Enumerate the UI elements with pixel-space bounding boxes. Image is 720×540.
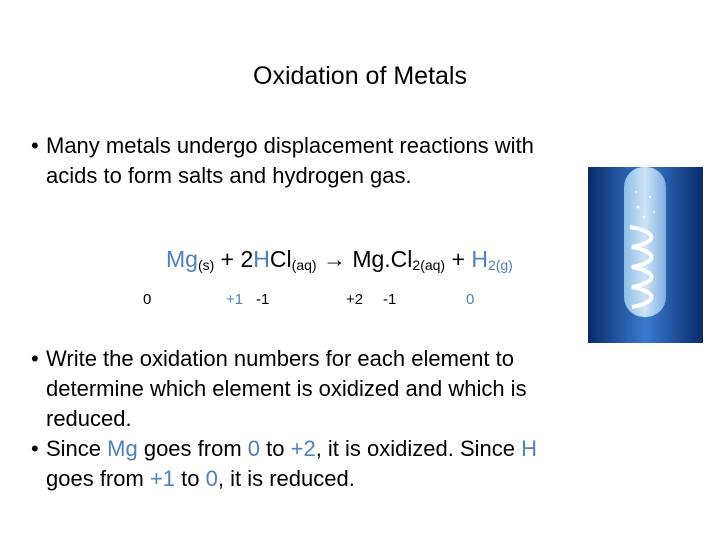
eq-arrow: → — [322, 246, 346, 272]
bullet-text: Since — [46, 436, 108, 461]
bullet-dot: • — [31, 436, 39, 461]
bullet-text: to — [175, 466, 206, 491]
bullet-text: reduced. — [46, 406, 132, 431]
eq-sub: (aq) — [291, 257, 317, 273]
slide-title: Oxidation of Metals — [253, 62, 467, 90]
oxidation-number: 0 — [466, 291, 475, 308]
eq-part: H — [253, 246, 270, 272]
bullet-text: 0 — [205, 466, 218, 491]
bullet-dot: • — [31, 346, 39, 371]
bullet-text: +2 — [290, 436, 316, 461]
eq-part: Cl — [269, 246, 292, 272]
bullet: • Write the oxidation numbers for each e… — [31, 344, 527, 434]
bullet-text: , it is oxidized. Since — [315, 436, 522, 461]
bullet-text: goes from — [137, 436, 248, 461]
bullet-text: Write the oxidation numbers for each ele… — [46, 346, 514, 371]
bullet-text: H — [521, 436, 538, 461]
eq-part: + 2 — [214, 246, 254, 272]
bullet: • Since Mg goes from 0 to +2, it is oxidi… — [31, 434, 538, 494]
bullet: • Many metals undergo displacement react… — [31, 131, 534, 191]
oxidation-number: -1 — [383, 291, 397, 308]
eq-part: + — [445, 246, 472, 272]
eq-sub: 2(aq) — [412, 257, 446, 273]
oxidation-number: +1 — [226, 291, 244, 308]
bullet-text: goes from — [46, 466, 150, 491]
bullet-text: to — [260, 436, 291, 461]
eq-part: H — [471, 246, 488, 272]
test-tube-photo — [588, 167, 703, 343]
eq-sub: (s) — [197, 257, 215, 273]
eq-part: Mg.Cl — [345, 246, 413, 272]
bullet-text: Mg — [107, 436, 138, 461]
oxidation-number: +2 — [346, 291, 364, 308]
oxidation-number: 0 — [143, 291, 152, 308]
bullet-dot: • — [31, 133, 39, 158]
eq-sub: 2(g) — [487, 257, 513, 273]
bullet-text: Many metals undergo displacement reactio… — [46, 133, 534, 158]
bullet-text: 0 — [247, 436, 261, 461]
bullet-text: +1 — [149, 466, 176, 491]
bullet-text: acids to form salts and hydrogen gas. — [46, 163, 412, 188]
oxidation-number: -1 — [256, 291, 270, 308]
eq-part: Mg — [166, 246, 198, 272]
bullet-text: determine which element is oxidized and … — [46, 376, 527, 401]
equation: Mg(s) + 2HCl(aq) → Mg.Cl2(aq) + H2(g) — [166, 246, 513, 273]
bullet-text: , it is reduced. — [217, 466, 355, 491]
